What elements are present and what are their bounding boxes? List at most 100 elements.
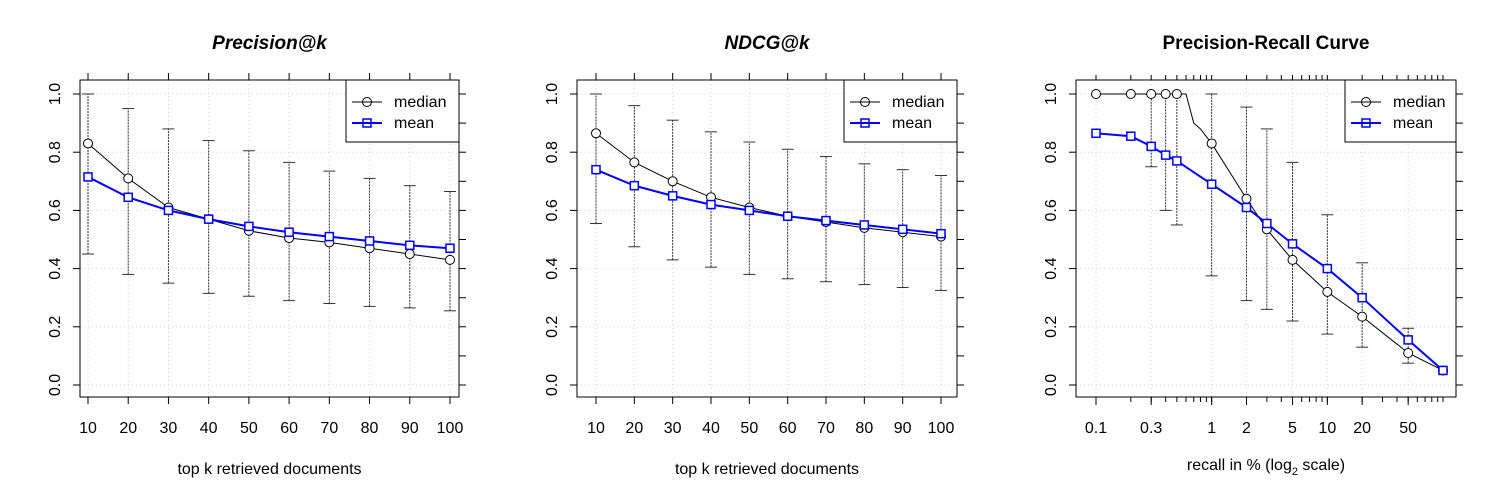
mean-point bbox=[744, 205, 755, 216]
mean-point bbox=[591, 164, 601, 175]
median-point bbox=[667, 176, 678, 187]
mean-point bbox=[897, 224, 908, 235]
x-axis-label: recall in % (log2 scale) bbox=[1187, 457, 1345, 478]
chart-title: NDCG@k bbox=[724, 33, 810, 54]
y-tick-label: 0.4 bbox=[544, 257, 561, 279]
median-point bbox=[1125, 89, 1136, 99]
legend-mean-marker bbox=[362, 118, 372, 128]
x-tick-label: 80 bbox=[855, 420, 873, 437]
legend-median-label: median bbox=[1393, 94, 1445, 111]
mean-point bbox=[936, 228, 946, 239]
mean-line bbox=[1095, 132, 1444, 372]
legend-box bbox=[843, 79, 958, 143]
y-tick-label: 0.8 bbox=[1043, 141, 1060, 163]
mean-point bbox=[1403, 335, 1413, 345]
y-tick-label: 0.4 bbox=[47, 257, 64, 279]
x-tick-label: 50 bbox=[1399, 420, 1417, 437]
mean-point bbox=[1091, 128, 1101, 139]
median-point bbox=[404, 249, 415, 260]
median-point bbox=[1403, 347, 1414, 358]
y-tick-label: 0.0 bbox=[544, 374, 561, 396]
mean-point bbox=[1322, 263, 1333, 274]
median-point bbox=[591, 128, 601, 139]
mean-point bbox=[1357, 292, 1367, 303]
x-tick-label: 100 bbox=[928, 420, 955, 437]
mean-point bbox=[667, 191, 678, 201]
median-point bbox=[1206, 138, 1217, 149]
mean-point bbox=[324, 231, 335, 242]
x-axis-label: top k retrieved documents bbox=[675, 461, 859, 478]
mean-point bbox=[284, 227, 294, 237]
y-tick-label: 0.8 bbox=[47, 141, 64, 163]
x-tick-label: 10 bbox=[1318, 420, 1336, 437]
median-point bbox=[1241, 193, 1252, 204]
mean-point bbox=[1146, 141, 1156, 152]
x-axis-label-end: scale) bbox=[1298, 457, 1345, 474]
x-tick-label: 20 bbox=[119, 420, 137, 437]
mean-point bbox=[1241, 202, 1252, 213]
y-tick-label: 0.2 bbox=[1043, 316, 1060, 338]
y-tick-label: 0.6 bbox=[1043, 199, 1060, 221]
chart-title: Precision-Recall Curve bbox=[1163, 33, 1370, 54]
plot-frame bbox=[1075, 79, 1457, 398]
x-tick-label: 60 bbox=[280, 420, 298, 437]
legend-median-marker bbox=[362, 97, 372, 107]
x-tick-label: 40 bbox=[200, 420, 218, 437]
median-point bbox=[1322, 286, 1333, 297]
legend-median-marker bbox=[860, 97, 870, 107]
legend-mean-marker bbox=[1361, 118, 1371, 128]
mean-point bbox=[163, 205, 174, 216]
x-tick-label: 70 bbox=[817, 420, 835, 437]
median-line bbox=[1096, 93, 1444, 371]
chart-title: Precision@k bbox=[212, 33, 328, 54]
x-axis-label-subscript: 2 bbox=[1292, 466, 1298, 478]
median-point bbox=[123, 173, 134, 184]
x-tick-label: 90 bbox=[894, 420, 912, 437]
mean-point bbox=[445, 243, 455, 253]
chart-panel-1: 0.0 0.2 0.4 0.6 0.8 1.0 10 20 30 40 50 60 70 80 90 100 P… bbox=[47, 33, 466, 478]
y-tick-label: 0.0 bbox=[1043, 374, 1060, 396]
x-tick-label: 50 bbox=[240, 420, 258, 437]
x-tick-label: 40 bbox=[702, 420, 720, 437]
y-tick-label: 0.0 bbox=[47, 374, 64, 396]
mean-point bbox=[629, 180, 640, 191]
median-point bbox=[1146, 89, 1157, 99]
mean-point bbox=[1172, 156, 1182, 166]
chart-panel-3: 0.0 0.2 0.4 0.6 0.8 1.0 0.1 0.3 1 2 5 10 20 50 Precisi… bbox=[1043, 33, 1463, 478]
mean-line bbox=[595, 168, 942, 235]
legend-mean-label: mean bbox=[892, 115, 932, 132]
y-tick-label: 0.4 bbox=[1043, 257, 1060, 279]
mean-point bbox=[859, 220, 870, 230]
x-tick-label: 20 bbox=[625, 420, 643, 437]
median-point bbox=[1357, 311, 1368, 322]
x-tick-label: 60 bbox=[779, 420, 797, 437]
x-tick-label: 2 bbox=[1242, 420, 1251, 437]
mean-point bbox=[1126, 131, 1136, 141]
y-tick-label: 0.8 bbox=[544, 141, 561, 163]
x-tick-label: 80 bbox=[361, 420, 379, 437]
x-axis-label: top k retrieved documents bbox=[177, 461, 361, 478]
legend-median-marker bbox=[1361, 97, 1371, 107]
legend-median-label: median bbox=[892, 94, 944, 111]
legend-box bbox=[345, 79, 460, 143]
mean-point bbox=[782, 211, 793, 221]
plot-frame bbox=[79, 79, 460, 398]
median-point bbox=[1160, 89, 1171, 99]
y-tick-label: 0.6 bbox=[544, 199, 561, 221]
legend-mean-label: mean bbox=[1393, 115, 1433, 132]
x-tick-label: 0.3 bbox=[1140, 420, 1162, 437]
y-tick-label: 0.2 bbox=[47, 316, 64, 338]
x-axis-label-main: recall in % (log bbox=[1187, 457, 1292, 474]
median-point bbox=[629, 157, 640, 168]
mean-point bbox=[1206, 179, 1217, 189]
plot-frame bbox=[576, 79, 958, 398]
median-line bbox=[595, 132, 942, 238]
legend-median-label: median bbox=[394, 94, 446, 111]
mean-point bbox=[203, 214, 214, 224]
median-point bbox=[1091, 89, 1101, 99]
median-point bbox=[1287, 254, 1298, 265]
legend-box bbox=[1344, 79, 1457, 143]
y-tick-label: 1.0 bbox=[1043, 83, 1060, 105]
chart-panel-2: 0.0 0.2 0.4 0.6 0.8 1.0 10 20 30 40 50 60 70 80 90 100 N… bbox=[544, 33, 964, 478]
